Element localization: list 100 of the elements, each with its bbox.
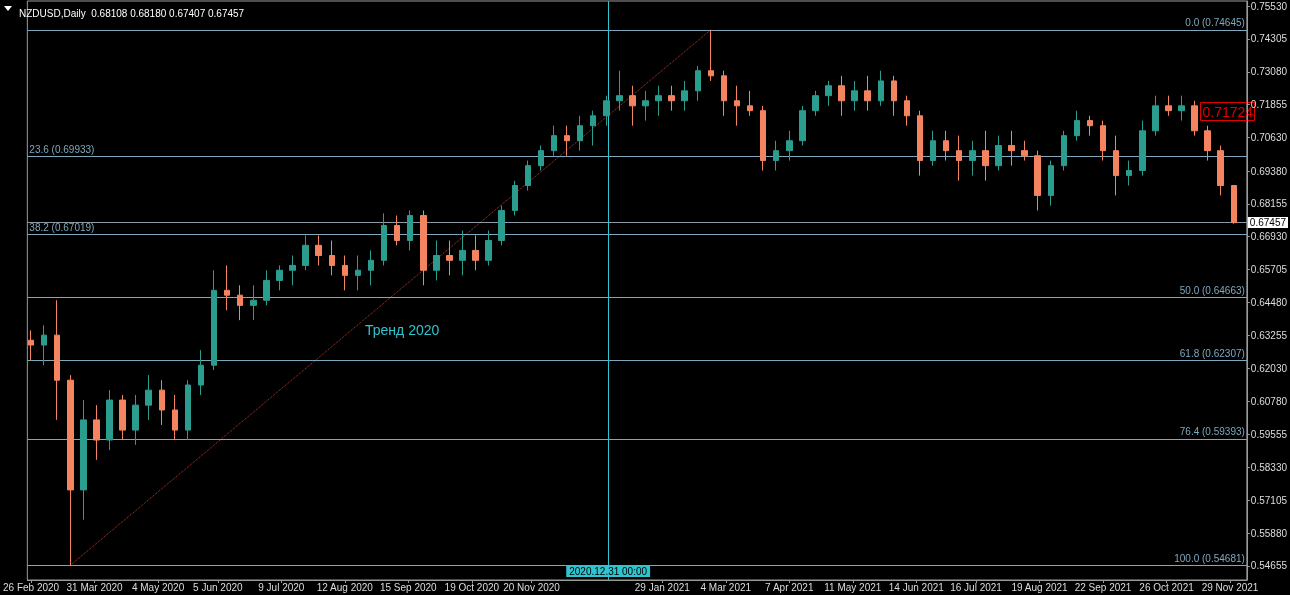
x-tick-label: 4 May 2020 [131,581,185,593]
y-tick-label: 0.68155 [1250,198,1288,210]
candlestick [956,135,962,182]
candlestick [368,249,374,286]
y-tick-label: 0.55880 [1250,527,1288,539]
candlestick [590,110,596,147]
candlestick [1139,120,1146,177]
candlestick [237,284,243,321]
candlestick [1178,95,1185,122]
candlestick [1217,145,1224,196]
candlestick [642,90,649,122]
candlestick [106,389,113,451]
x-tick-label: 19 Oct 2020 [444,581,500,593]
candlestick [538,145,544,171]
y-tick-label: 0.75530 [1250,0,1288,12]
candlestick [224,264,230,311]
candlestick [904,95,910,127]
candlestick [878,70,884,107]
candlestick [1034,150,1041,211]
candlestick [681,80,688,112]
candlestick [812,90,819,117]
candlestick [276,264,283,291]
y-tick-label: 0.73080 [1250,66,1288,78]
candlestick [1126,160,1132,187]
y-tick-label: 0.70630 [1250,132,1288,143]
x-tick-label: 14 Jun 2021 [888,581,945,593]
candlestick [1061,130,1067,171]
candlestick [119,394,126,441]
ref-line-label: 38.2 (0.67019) [29,221,95,233]
candlestick [695,65,701,102]
y-tick-label: 0.63255 [1250,329,1288,341]
x-tick-label: 7 Apr 2021 [765,581,814,593]
candlestick [132,394,139,446]
candlestick [1074,110,1080,142]
candlestick [446,239,453,276]
candlestick [342,255,348,291]
x-tick-label: 20 Nov 2020 [503,581,561,593]
x-tick-label: 16 Jul 2021 [950,581,1003,593]
annotation: Тренд 2020 [365,322,440,338]
candlestick [41,324,47,366]
candlestick [472,234,479,271]
candlestick [1021,140,1028,162]
candlestick [616,70,623,112]
candlestick [329,239,335,276]
candlestick [1087,115,1093,137]
ref-line-label: 0.67457 [1249,217,1287,229]
y-tick-label: 0.58330 [1250,461,1288,473]
candlestick [577,115,583,152]
candlestick [891,75,897,117]
candlestick [407,209,413,251]
x-tick-label: 29 Nov 2021 [1201,581,1259,593]
candlestick [172,394,178,441]
candlestick [1165,95,1172,117]
candlestick [394,215,400,246]
candlestick [289,255,296,286]
candlestick [459,230,466,276]
ref-line-label: 2020.12.31 00:00 [569,565,648,577]
ref-line-label: 0.0 (0.74645) [1185,17,1245,29]
candlestick [512,180,518,217]
text: NZDUSD,Daily 0.68108 0.68180 0.67407 0.67457 [19,7,245,19]
y-tick-label: 0.65705 [1250,264,1288,276]
candlestick [734,85,740,127]
candlestick [629,85,636,127]
x-tick-label: 9 Jul 2020 [258,581,305,593]
candlestick [498,205,505,246]
x-tick-label: 31 Mar 2020 [66,581,124,593]
candlestick [982,130,989,182]
candlestick [315,234,322,266]
candlestick [28,329,34,361]
y-tick-label: 0.74305 [1250,33,1288,45]
candlestick [485,230,492,266]
ref-line-label: 23.6 (0.69933) [29,143,95,155]
y-tick-label: 0.54655 [1250,560,1288,572]
candlestick [420,209,427,286]
candlestick [1100,120,1106,162]
candlestick [747,90,753,117]
candlestick [1113,135,1119,196]
x-tick-label: 19 Aug 2021 [1011,581,1069,593]
x-tick-label: 12 Aug 2020 [316,581,374,593]
candlestick [786,130,793,162]
candlestick [302,234,309,271]
candlestick [773,140,779,171]
candlestick [381,212,387,266]
candlestick [1048,160,1054,207]
candlestick [1008,130,1015,167]
candlestick [917,110,923,177]
candlestick [1204,125,1211,162]
candlestick [185,379,191,441]
candlestick [864,75,871,112]
candlestick [67,374,74,566]
candlestick [198,349,204,396]
candlestick [760,105,766,171]
x-tick-label: 26 Feb 2020 [2,581,60,593]
candlestick [551,125,557,157]
x-tick-label: 22 Sep 2021 [1074,581,1132,593]
candlestick [93,404,100,461]
candlestick [799,105,806,147]
y-tick-label: 0.64480 [1250,296,1288,308]
candlestick [250,284,257,321]
ref-line-label: 76.4 (0.59393) [1179,426,1245,438]
